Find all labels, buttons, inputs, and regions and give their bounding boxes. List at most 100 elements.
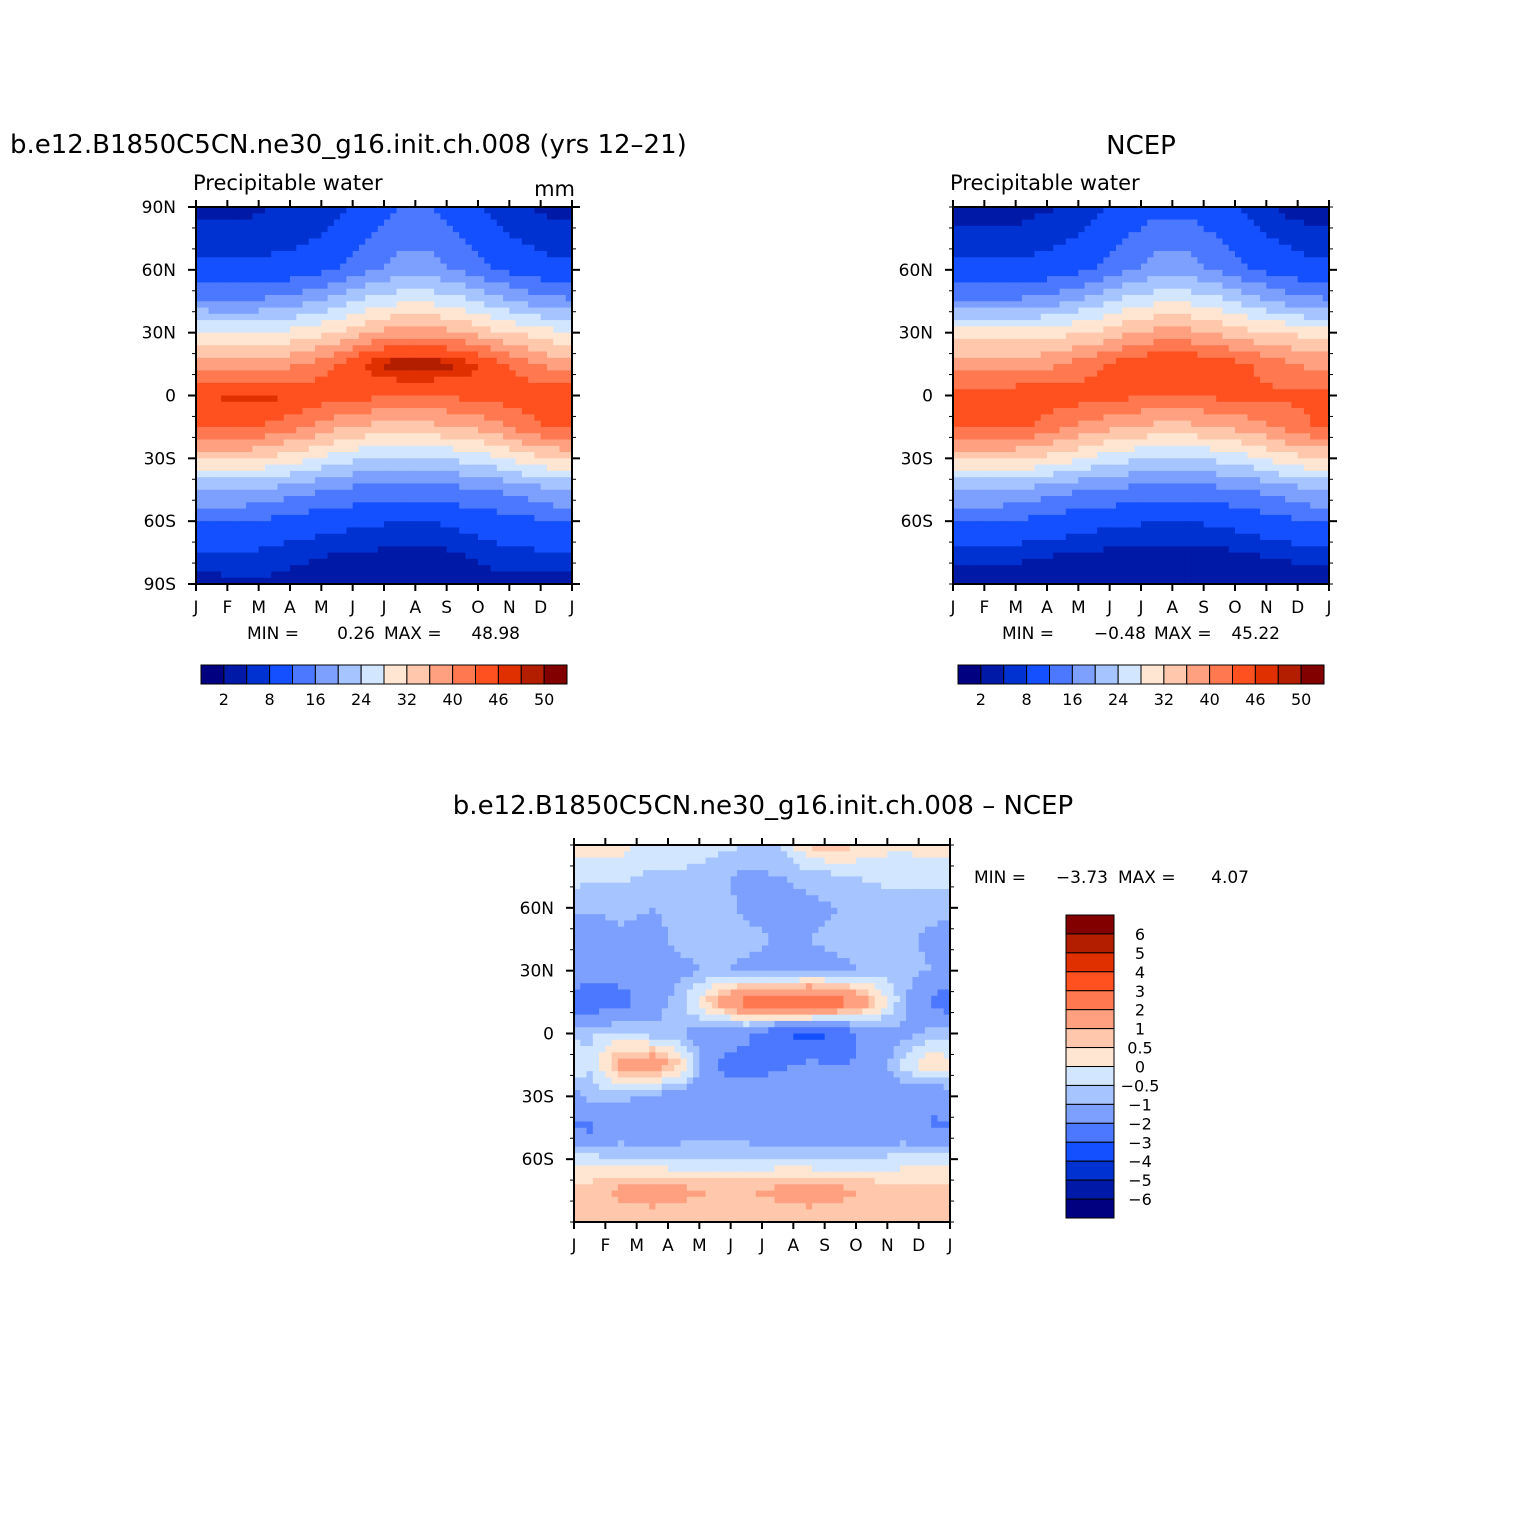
field-cell	[227, 370, 235, 378]
field-cell	[1153, 219, 1161, 227]
field-cell	[196, 389, 203, 397]
field-cell	[396, 414, 404, 422]
field-cell	[1009, 326, 1017, 334]
field-cell	[346, 219, 354, 227]
field-cell	[528, 477, 535, 485]
field-cell	[1285, 313, 1292, 321]
field-cell	[509, 364, 517, 371]
field-cell	[1260, 276, 1267, 283]
field-cell	[371, 401, 379, 409]
field-cell	[384, 445, 391, 453]
field-cell	[208, 577, 216, 585]
field-cell	[1197, 213, 1205, 221]
field-cell	[1241, 332, 1249, 340]
field-cell	[409, 276, 416, 283]
field-cell	[415, 263, 423, 271]
field-cell	[971, 219, 979, 227]
field-cell	[1203, 301, 1211, 309]
field-cell	[509, 527, 517, 535]
field-cell	[221, 483, 228, 491]
field-cell	[290, 552, 297, 560]
field-cell	[252, 540, 260, 547]
field-cell	[390, 401, 398, 409]
field-cell	[208, 244, 216, 252]
field-cell	[521, 439, 529, 447]
x-tick-label: M	[314, 598, 329, 618]
field-cell	[315, 464, 322, 472]
field-cell	[333, 452, 341, 459]
field-cell	[1090, 244, 1098, 252]
field-cell	[302, 420, 310, 428]
field-cell	[484, 307, 492, 315]
field-cell	[553, 282, 561, 290]
field-cell	[1021, 238, 1029, 246]
field-cell	[1034, 307, 1042, 315]
field-cell	[371, 414, 379, 422]
field-cell	[503, 565, 510, 573]
field-cell	[1109, 301, 1117, 309]
field-cell	[478, 514, 485, 522]
field-cell	[1166, 269, 1173, 277]
field-cell	[315, 382, 322, 390]
field-cell	[302, 508, 310, 516]
field-cell	[277, 307, 285, 315]
field-cell	[321, 477, 329, 485]
field-cell	[346, 250, 354, 258]
field-cell	[540, 257, 548, 265]
field-cell	[202, 483, 210, 491]
field-cell	[528, 332, 535, 340]
field-cell	[377, 320, 385, 327]
field-cell	[465, 502, 473, 510]
field-cell	[283, 213, 291, 221]
field-cell	[1216, 288, 1224, 296]
field-cell	[333, 577, 341, 585]
field-cell	[540, 382, 548, 390]
field-cell	[264, 257, 272, 265]
field-cell	[1009, 320, 1017, 327]
field-cell	[365, 401, 373, 409]
field-cell	[327, 307, 335, 315]
field-cell	[358, 207, 366, 214]
field-cell	[1222, 213, 1230, 221]
field-cell	[1159, 213, 1167, 221]
field-cell	[283, 219, 291, 227]
field-cell	[528, 364, 535, 371]
field-cell	[959, 294, 967, 302]
field-cell	[965, 294, 973, 302]
field-cell	[208, 313, 216, 321]
field-cell	[534, 276, 542, 283]
field-cell	[221, 527, 228, 535]
field-cell	[427, 250, 435, 258]
field-cell	[534, 313, 542, 321]
field-cell	[546, 552, 554, 560]
field-cell	[984, 225, 992, 233]
field-cell	[471, 219, 479, 227]
field-cell	[365, 313, 373, 321]
field-cell	[421, 219, 429, 227]
field-cell	[553, 558, 561, 566]
field-cell	[302, 558, 310, 566]
field-cell	[327, 364, 335, 371]
field-cell	[302, 232, 310, 240]
field-cell	[1285, 320, 1292, 327]
field-cell	[540, 320, 548, 327]
field-cell	[358, 276, 366, 283]
field-cell	[440, 408, 448, 415]
field-cell	[1297, 276, 1305, 283]
field-cell	[196, 565, 203, 573]
field-cell	[1297, 213, 1305, 221]
field-cell	[1178, 294, 1186, 302]
field-cell	[271, 244, 279, 252]
field-cell	[421, 313, 429, 321]
field-cell	[402, 389, 410, 397]
field-cell	[471, 207, 479, 214]
field-cell	[296, 470, 304, 478]
field-cell	[365, 533, 373, 541]
field-cell	[1109, 232, 1117, 240]
field-cell	[1303, 294, 1311, 302]
field-cell	[546, 213, 554, 221]
field-cell	[196, 489, 203, 497]
field-cell	[565, 571, 573, 579]
field-cell	[1021, 257, 1029, 265]
field-cell	[421, 357, 429, 365]
